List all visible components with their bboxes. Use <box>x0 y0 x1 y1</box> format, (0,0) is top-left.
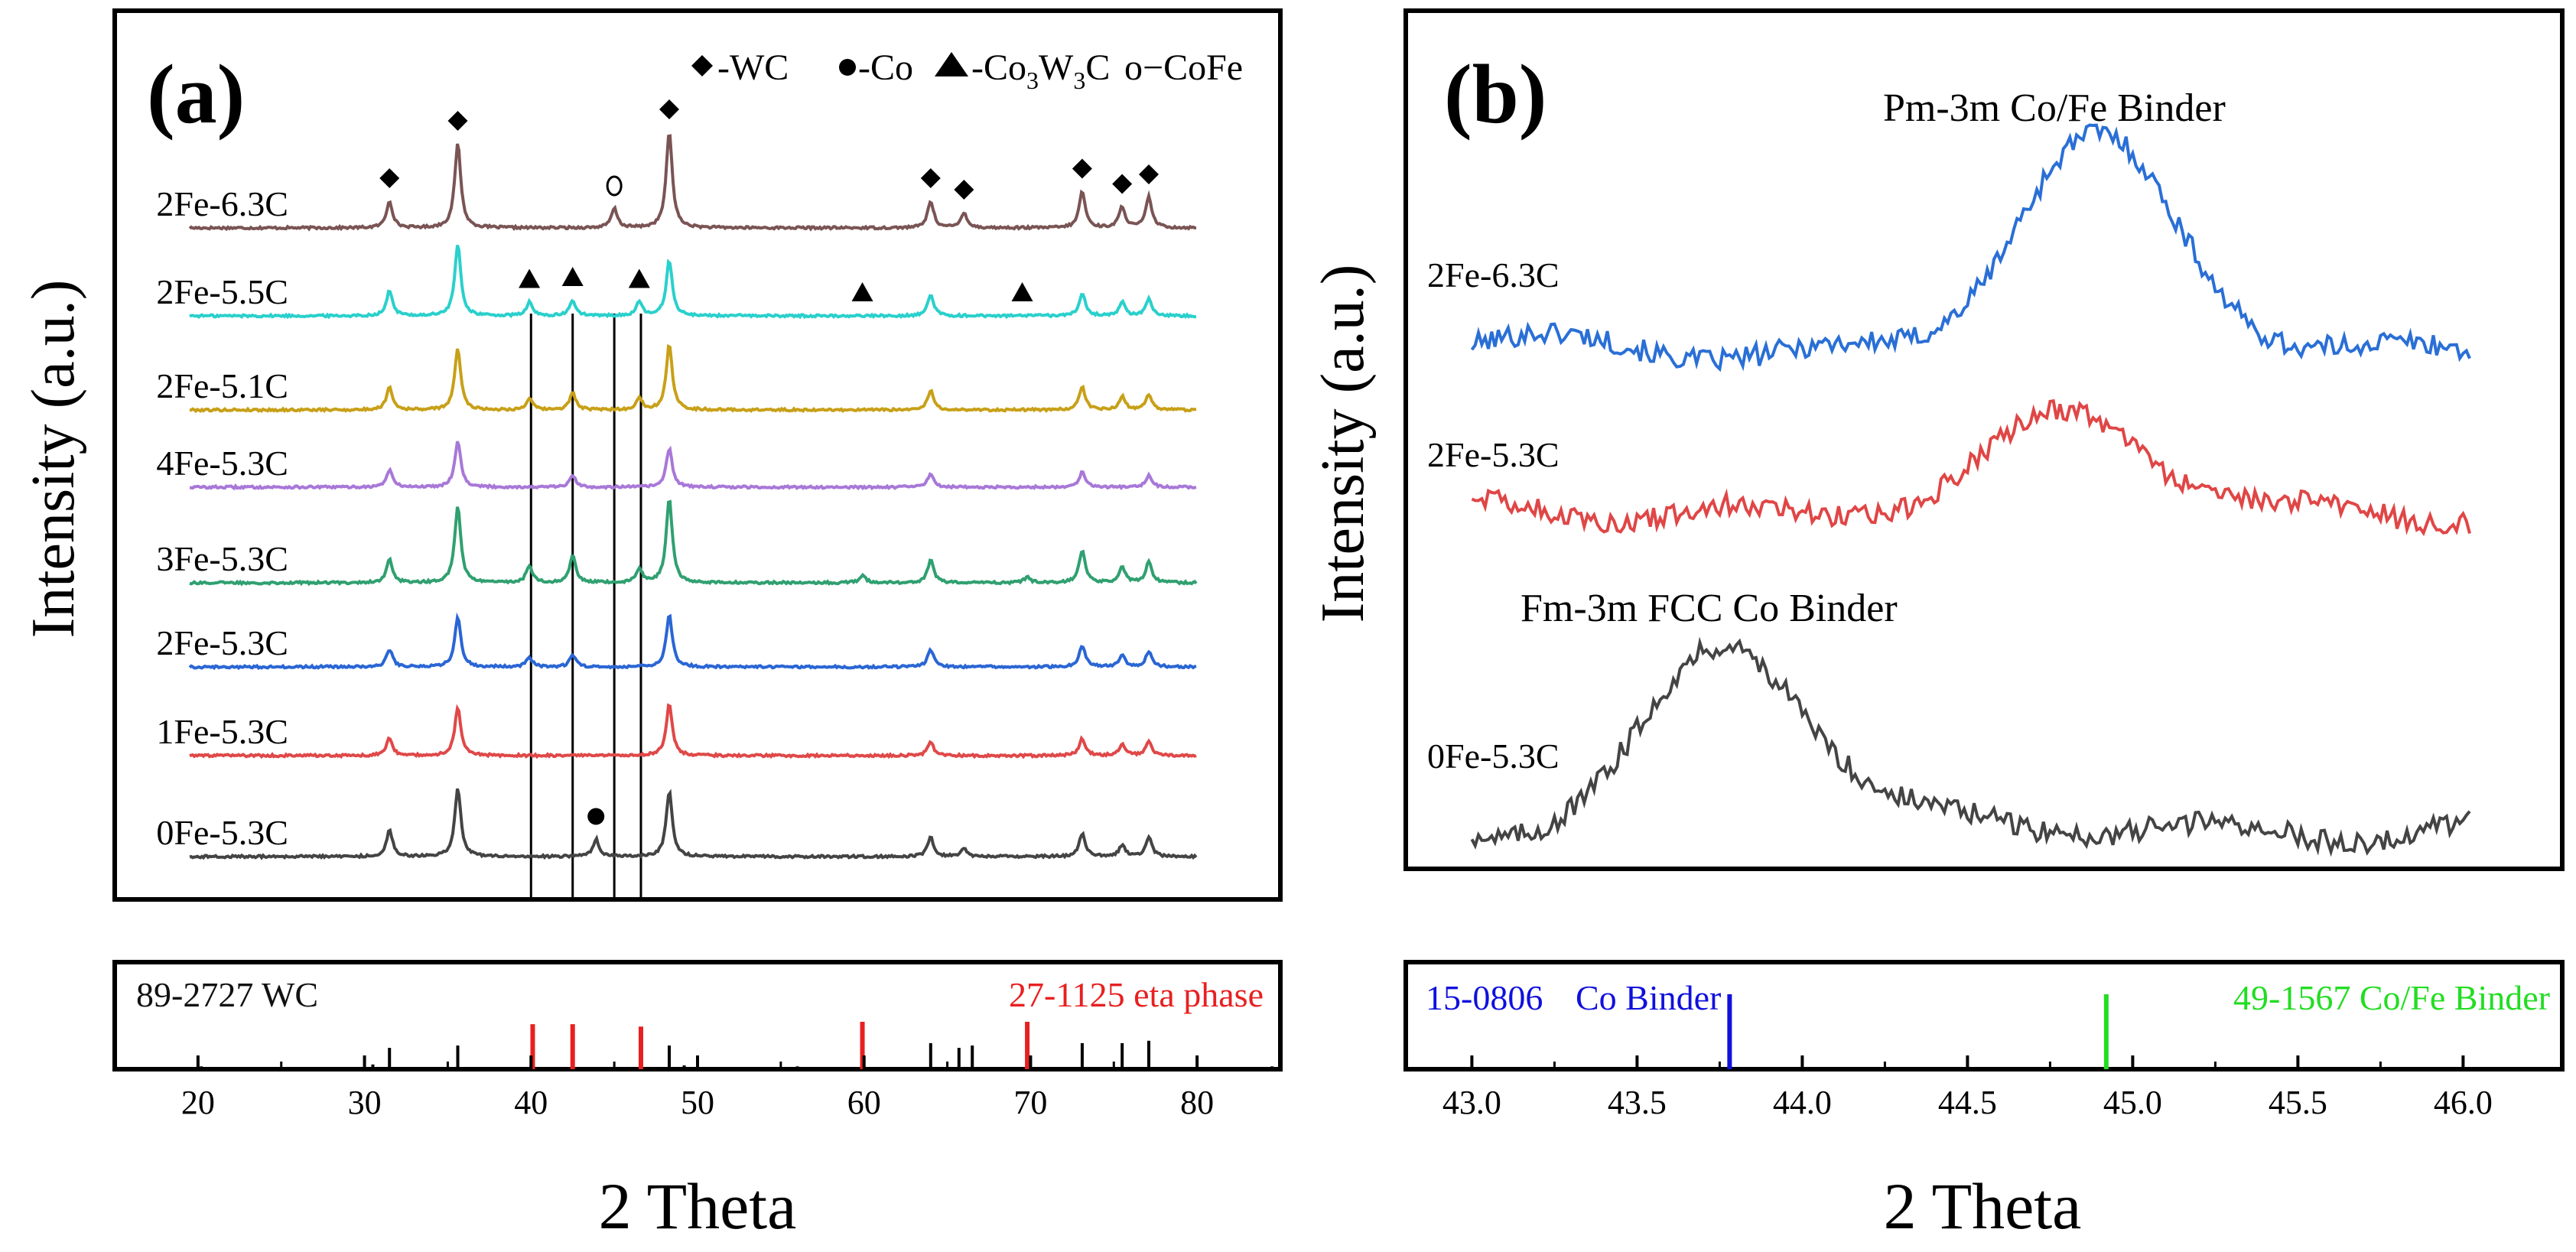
panel-a-reference-pattern: 89-2727 WC 27-1125 eta phase <box>136 975 1274 1069</box>
x-tick-label-50: 50 <box>681 1084 714 1121</box>
eta-reference-label: 27-1125 eta phase <box>1009 975 1264 1014</box>
diamond-marker-2fe-6-3c-6 <box>1072 158 1092 179</box>
panel-b-frame <box>1403 8 2565 871</box>
legend-circle-marker <box>839 59 856 76</box>
diamond-marker-2fe-6-3c-2 <box>447 111 468 131</box>
ring-marker-2fe-6-3c-1 <box>606 175 623 197</box>
panel-b-reference-pattern: 15-0806 Co Binder 49-1567 Co/Fe Binder <box>1426 978 2550 1069</box>
panel-a: (a) Intensity (a.u.) -WC -Co -Co3W3C o−C… <box>20 8 1283 1243</box>
series-label-0fe-5-3c: 0Fe-5.3C <box>156 813 288 852</box>
series-label-2fe-6-3c: 2Fe-6.3C <box>156 184 288 223</box>
series-label-2fe-5-1c: 2Fe-5.1C <box>156 366 288 405</box>
series-line-3fe-5-3c <box>189 499 1198 587</box>
panel-a-frame <box>112 8 1283 902</box>
series-label-1fe-5-3c: 1Fe-5.3C <box>156 712 288 751</box>
x-tick-label-80: 80 <box>1180 1084 1214 1121</box>
b-x-tick-label: 44.0 <box>1773 1084 1832 1121</box>
cofe-reference-label: 49-1567 Co/Fe Binder <box>2233 978 2550 1017</box>
x-tick-label-60: 60 <box>847 1084 881 1121</box>
co-reference-code: 15-0806 <box>1426 978 1543 1017</box>
diamond-marker-2fe-6-3c-4 <box>920 168 941 188</box>
panel-b-tag: (b) <box>1444 47 1547 141</box>
co-reference-label: Co Binder <box>1576 978 1721 1017</box>
panel-a-series: 2Fe-6.3C 2Fe-5.5C 2Fe-5.1C 4Fe-5.3C 3Fe-5.3C… <box>156 134 1198 860</box>
b-x-tick-label: 45.0 <box>2103 1084 2162 1121</box>
phase-reference-lines <box>529 314 642 899</box>
b-x-tick-label: 44.5 <box>1938 1084 1997 1121</box>
panel-b-series-line-0fe-5-3c <box>1470 636 2471 857</box>
b-x-tick-label: 43.5 <box>1608 1084 1667 1121</box>
panel-b-series-line-2fe-6-3c <box>1470 123 2471 372</box>
panel-b-series-label-2fe-6-3c: 2Fe-6.3C <box>1427 255 1560 294</box>
pm3m-annotation: Pm-3m Co/Fe Binder <box>1883 86 2226 130</box>
series-line-4fe-5-3c <box>189 441 1197 491</box>
series-label-2fe-5-5c: 2Fe-5.5C <box>156 272 288 311</box>
diamond-marker-2fe-6-3c-1 <box>379 168 400 188</box>
panel-b-series-label-2fe-5-3c: 2Fe-5.3C <box>1427 435 1560 474</box>
panel-b: (b) Intensity (a.u.) Pm-3m Co/Fe Binder … <box>1309 8 2565 1243</box>
b-x-tick-label: 46.0 <box>2434 1084 2493 1121</box>
panel-b-x-axis: 43.0 43.5 44.0 44.5 45.0 45.5 46.0 <box>1442 1055 2493 1121</box>
triangle-marker-2fe-5-5c-5 <box>1011 282 1033 301</box>
series-line-2fe-5-3c <box>188 612 1197 671</box>
x-tick-label-40: 40 <box>514 1084 548 1121</box>
panel-a-legend: -WC -Co -Co3W3C o−CoFe <box>691 47 1243 94</box>
panel-a-ylabel: Intensity (a.u.) <box>20 280 87 639</box>
series-label-2fe-5-3c: 2Fe-5.3C <box>156 623 288 662</box>
wc-reference-label: 89-2727 WC <box>136 975 318 1014</box>
x-tick-label-20: 20 <box>181 1084 215 1121</box>
panel-a-tag: (a) <box>147 47 245 141</box>
series-line-2fe-5-1c <box>189 343 1197 414</box>
panel-b-series-line-2fe-5-3c <box>1471 398 2471 537</box>
triangle-marker-2fe-5-5c-4 <box>851 282 873 301</box>
panel-b-reference-frame <box>1403 960 2565 1072</box>
series-line-2fe-6-3c <box>188 134 1197 232</box>
diamond-marker-2fe-6-3c-3 <box>659 99 679 119</box>
diamond-marker-2fe-6-3c-5 <box>954 180 974 200</box>
triangle-marker-2fe-5-5c-3 <box>628 268 650 288</box>
b-x-tick-label: 45.5 <box>2269 1084 2327 1121</box>
legend-wc-label: -WC <box>717 47 789 88</box>
b-x-tick-label: 43.0 <box>1442 1084 1501 1121</box>
triangle-marker-2fe-5-5c-1 <box>519 268 541 288</box>
legend-eta-label: -Co3W3C <box>971 47 1110 94</box>
panel-a-xlabel: 2 Theta <box>599 1169 797 1243</box>
diamond-marker-2fe-6-3c-8 <box>1139 164 1160 184</box>
series-label-4fe-5-3c: 4Fe-5.3C <box>156 444 288 483</box>
series-line-0fe-5-3c <box>189 788 1198 860</box>
panel-a-x-axis: 20 30 40 50 60 70 80 <box>181 1055 1282 1121</box>
fm3m-annotation: Fm-3m FCC Co Binder <box>1521 587 1898 630</box>
x-tick-label-30: 30 <box>348 1084 382 1121</box>
panel-b-series: 2Fe-6.3C 2Fe-5.3C 0Fe-5.3C <box>1427 123 2471 857</box>
legend-co-label: -Co <box>858 47 913 88</box>
legend-diamond-marker <box>691 55 713 76</box>
panel-b-series-label-0fe-5-3c: 0Fe-5.3C <box>1427 737 1560 776</box>
panel-b-ylabel: Intensity (a.u.) <box>1309 265 1377 623</box>
triangle-marker-2fe-5-5c-2 <box>561 267 584 286</box>
circle-marker-0fe-5-3c-1 <box>587 808 605 825</box>
series-label-3fe-5-3c: 3Fe-5.3C <box>156 539 288 578</box>
series-line-1fe-5-3c <box>189 703 1197 759</box>
diamond-marker-2fe-6-3c-7 <box>1112 174 1133 194</box>
series-line-2fe-5-5c <box>189 244 1197 320</box>
x-tick-label-70: 70 <box>1013 1084 1047 1121</box>
legend-triangle-marker <box>935 52 968 76</box>
panel-b-xlabel: 2 Theta <box>1884 1169 2082 1243</box>
peak-markers <box>379 99 1160 825</box>
legend-cofe-label: o−CoFe <box>1124 47 1243 88</box>
